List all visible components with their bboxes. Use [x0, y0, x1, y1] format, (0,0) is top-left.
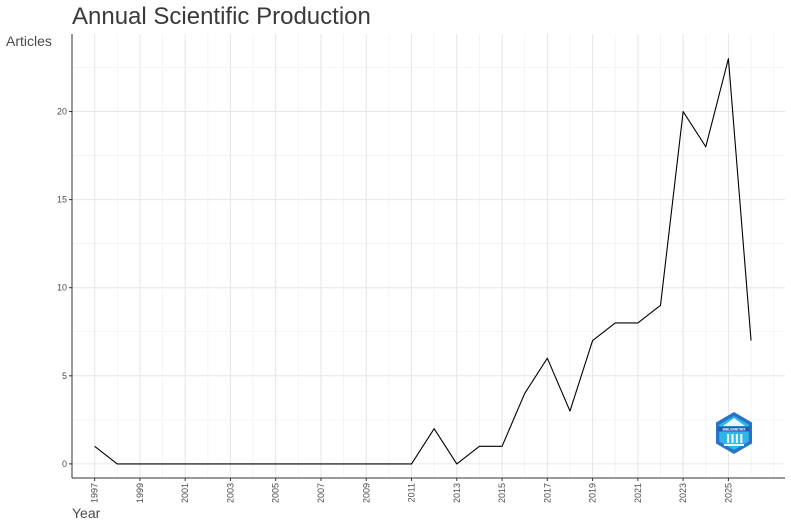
y-tick-label: 10 [57, 283, 67, 293]
data-point-2021 [637, 322, 638, 323]
x-tick-label: 2007 [316, 483, 326, 503]
x-tick-label: 2019 [588, 483, 598, 503]
data-point-2012 [434, 428, 435, 429]
logo-column-4 [740, 434, 743, 443]
data-point-2007 [320, 463, 321, 464]
x-tick-label: 2021 [633, 483, 643, 503]
x-tick-label: 2001 [180, 483, 190, 503]
x-tick-label: 2011 [407, 483, 417, 502]
logo-column-3 [735, 434, 738, 443]
x-tick-label: 2013 [452, 483, 462, 503]
x-tick-label: 2025 [723, 483, 733, 503]
chart-title: Annual Scientific Production [72, 3, 371, 30]
logo-column-2 [731, 434, 734, 443]
logo-base [724, 444, 744, 446]
y-axis-ticks: 0 5 10 15 20 [57, 107, 72, 469]
x-tick-label: 1999 [135, 483, 145, 503]
logo-roof [723, 418, 745, 426]
data-point-2005 [275, 463, 276, 464]
data-point-2014 [479, 446, 480, 447]
data-point-2016 [524, 393, 525, 394]
data-point-1997 [94, 446, 95, 447]
data-point-2003 [230, 463, 231, 464]
y-tick-label: 5 [62, 371, 67, 381]
data-point-2010 [388, 463, 389, 464]
y-tick-label: 0 [62, 459, 67, 469]
x-tick-label: 2023 [678, 483, 688, 503]
x-tick-label: 2003 [225, 483, 235, 503]
data-point-2000 [162, 463, 163, 464]
x-tick-label: 2015 [497, 483, 507, 503]
data-point-2022 [660, 305, 661, 306]
bibliometrix-logo: BIBLIOMETRIX [716, 412, 752, 454]
data-point-2011 [411, 463, 412, 464]
data-point-2006 [298, 463, 299, 464]
logo-column-1 [727, 434, 730, 443]
data-point-2018 [569, 410, 570, 411]
x-tick-label: 2005 [271, 483, 281, 503]
data-point-1999 [139, 463, 140, 464]
data-point-2025 [728, 58, 729, 59]
x-axis-title: Year [72, 505, 101, 521]
data-point-2008 [343, 463, 344, 464]
data-point-2017 [547, 358, 548, 359]
data-point-2013 [456, 463, 457, 464]
logo-text: BIBLIOMETRIX [723, 427, 747, 431]
y-tick-label: 15 [57, 195, 67, 205]
x-tick-label: 2017 [542, 483, 552, 503]
data-point-2009 [366, 463, 367, 464]
x-tick-label: 1997 [90, 483, 100, 503]
data-point-2023 [683, 111, 684, 112]
data-point-2002 [207, 463, 208, 464]
logo-band [718, 426, 750, 432]
y-tick-label: 20 [57, 107, 67, 117]
series-line [94, 58, 752, 465]
data-point-2024 [705, 146, 706, 147]
data-point-2026 [750, 340, 751, 341]
data-point-2001 [185, 463, 186, 464]
x-axis-ticks: 1997 1999 2001 2003 2005 2007 2009 2011 2013 2015… [90, 478, 733, 503]
data-point-2019 [592, 340, 593, 341]
data-point-1998 [117, 463, 118, 464]
grid-layer [71, 34, 785, 478]
data-point-2015 [501, 446, 502, 447]
data-point-2004 [252, 463, 253, 464]
x-tick-label: 2009 [361, 483, 371, 503]
data-point-2020 [615, 322, 616, 323]
y-axis-title: Articles [6, 33, 52, 49]
